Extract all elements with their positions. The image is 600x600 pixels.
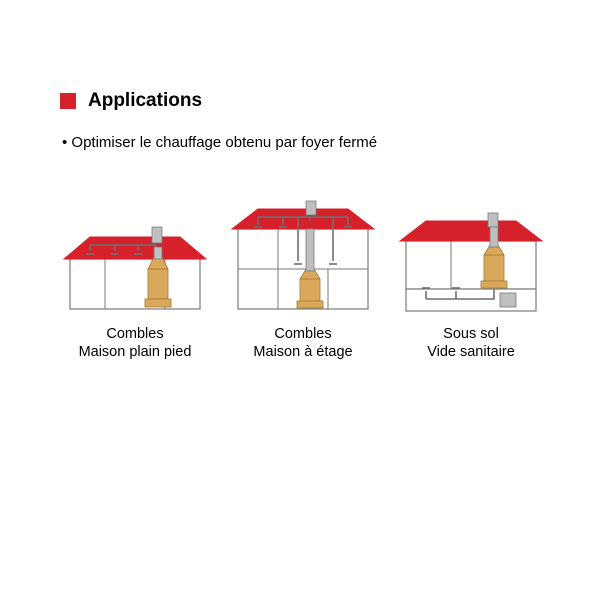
bullet-text: • Optimiser le chauffage obtenu par foye…: [62, 134, 540, 151]
diagram-cell-3: Sous sol Vide sanitaire: [396, 199, 546, 361]
diagram-caption-2: Combles Maison à étage: [253, 325, 352, 361]
caption-line: Combles: [274, 326, 331, 342]
diagram-caption-1: Combles Maison plain pied: [79, 325, 192, 361]
caption-line: Maison plain pied: [79, 344, 192, 360]
caption-line: Sous sol: [443, 326, 499, 342]
caption-line: Maison à étage: [253, 344, 352, 360]
section-title: Applications: [88, 90, 202, 112]
accent-square-icon: [60, 93, 76, 109]
diagram-caption-3: Sous sol Vide sanitaire: [427, 325, 515, 361]
diagram-row: Combles Maison plain pied: [60, 199, 540, 361]
diagram-cell-1: Combles Maison plain pied: [60, 199, 210, 361]
page: Applications • Optimiser le chauffage ob…: [0, 0, 600, 361]
house-diagram-3: [396, 199, 546, 319]
section-header: Applications: [60, 90, 540, 112]
house-diagram-1: [60, 199, 210, 319]
house-diagram-2: [228, 199, 378, 319]
diagram-cell-2: Combles Maison à étage: [228, 199, 378, 361]
caption-line: Combles: [106, 326, 163, 342]
caption-line: Vide sanitaire: [427, 344, 515, 360]
